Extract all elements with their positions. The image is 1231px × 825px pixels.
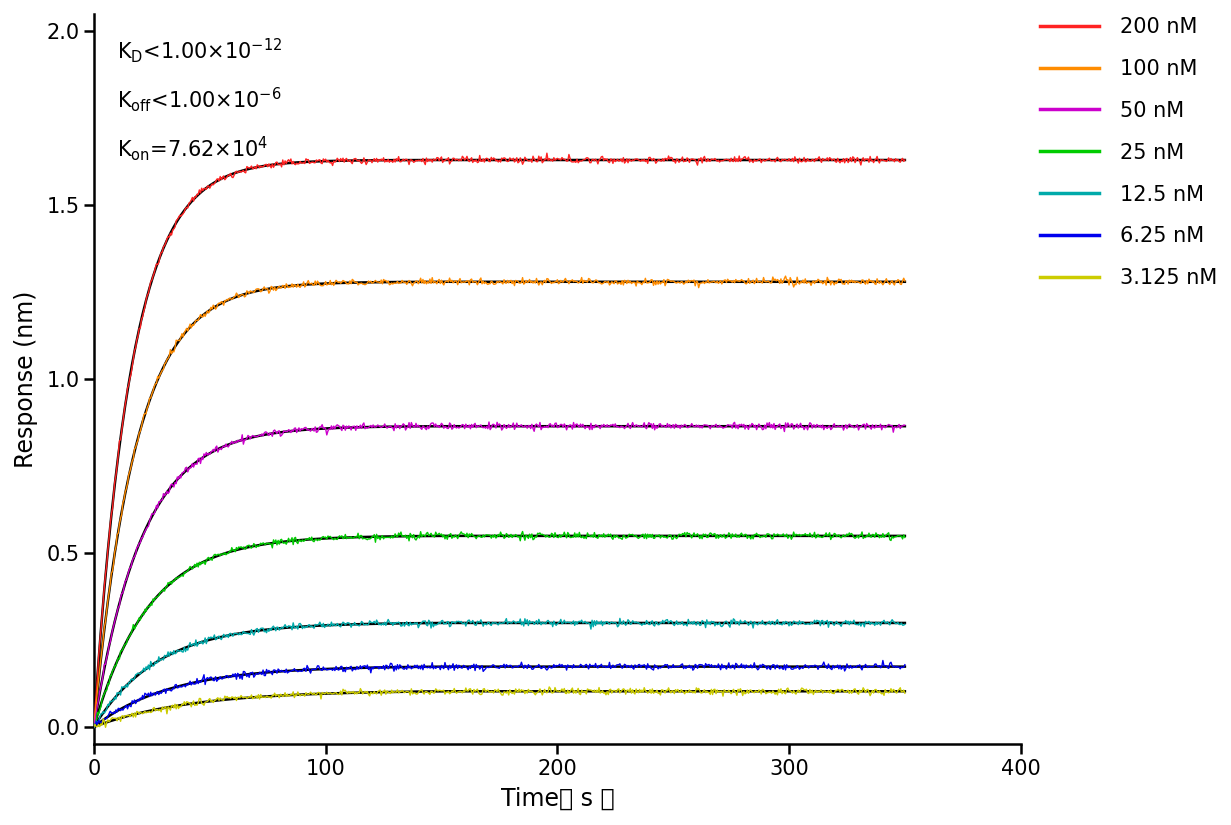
Line: 50 nM: 50 nM [94, 422, 905, 727]
100 nM [419, 279, 433, 289]
Line: 3.125 nM: 3.125 nM [94, 687, 905, 728]
200 nM [681, 154, 696, 164]
3.125 nM [420, 687, 435, 697]
12.5 nM [209, 634, 224, 644]
50 nM [419, 425, 433, 435]
200 nM [740, 154, 755, 164]
Line: 100 nM: 100 nM [94, 276, 905, 725]
25 nM [86, 720, 101, 730]
50 nM [481, 417, 496, 427]
12.5 nM [782, 621, 796, 631]
Line: 12.5 nM: 12.5 nM [94, 619, 905, 728]
100 nM [778, 271, 793, 281]
X-axis label: Time（ s ）: Time（ s ） [501, 787, 614, 811]
6.25 nM [897, 660, 912, 670]
100 nM [739, 279, 753, 289]
50 nM [782, 421, 796, 431]
100 nM [897, 276, 912, 286]
25 nM [681, 529, 696, 539]
3.125 nM [741, 688, 756, 698]
12.5 nM [219, 632, 234, 642]
Legend: 200 nM, 100 nM, 50 nM, 25 nM, 12.5 nM, 6.25 nM, 3.125 nM: 200 nM, 100 nM, 50 nM, 25 nM, 12.5 nM, 6… [1040, 17, 1216, 288]
50 nM [86, 722, 101, 732]
3.125 nM [542, 682, 556, 692]
100 nM [86, 720, 101, 730]
50 nM [681, 422, 696, 432]
25 nM [740, 534, 755, 544]
12.5 nM [86, 723, 101, 733]
12.5 nM [740, 618, 755, 628]
6.25 nM [739, 660, 753, 670]
Y-axis label: Response (nm): Response (nm) [14, 290, 38, 468]
50 nM [740, 422, 755, 432]
200 nM [219, 173, 234, 183]
12.5 nM [681, 615, 696, 625]
50 nM [897, 420, 912, 430]
25 nM [419, 529, 433, 539]
200 nM [209, 174, 224, 184]
25 nM [897, 532, 912, 542]
3.125 nM [98, 723, 113, 733]
6.25 nM [209, 676, 224, 686]
25 nM [209, 550, 224, 560]
100 nM [219, 296, 234, 306]
50 nM [209, 441, 224, 451]
3.125 nM [220, 691, 235, 701]
3.125 nM [897, 688, 912, 698]
6.25 nM [419, 662, 433, 672]
6.25 nM [86, 722, 101, 732]
25 nM [516, 526, 531, 536]
Text: K$_{\rm D}$<1.00×10$^{-12}$
K$_{\rm off}$<1.00×10$^{-6}$
K$_{\rm on}$=7.62×10$^{: K$_{\rm D}$<1.00×10$^{-12}$ K$_{\rm off}… [117, 35, 282, 163]
200 nM [419, 153, 433, 163]
25 nM [782, 531, 796, 541]
25 nM [219, 549, 234, 559]
100 nM [209, 303, 224, 313]
50 nM [219, 439, 234, 449]
3.125 nM [86, 722, 101, 732]
12.5 nM [897, 620, 912, 629]
6.25 nM [875, 656, 890, 666]
Line: 25 nM: 25 nM [94, 531, 905, 725]
12.5 nM [419, 620, 433, 630]
6.25 nM [780, 662, 795, 672]
6.25 nM [680, 662, 694, 672]
200 nM [782, 153, 796, 163]
12.5 nM [613, 614, 628, 624]
100 nM [782, 280, 796, 290]
3.125 nM [211, 693, 225, 703]
Line: 200 nM: 200 nM [94, 153, 905, 727]
6.25 nM [219, 671, 234, 681]
Line: 6.25 nM: 6.25 nM [94, 661, 905, 727]
3.125 nM [783, 686, 798, 695]
200 nM [86, 722, 101, 732]
200 nM [897, 155, 912, 165]
200 nM [539, 148, 554, 158]
100 nM [680, 278, 694, 288]
3.125 nM [682, 685, 697, 695]
